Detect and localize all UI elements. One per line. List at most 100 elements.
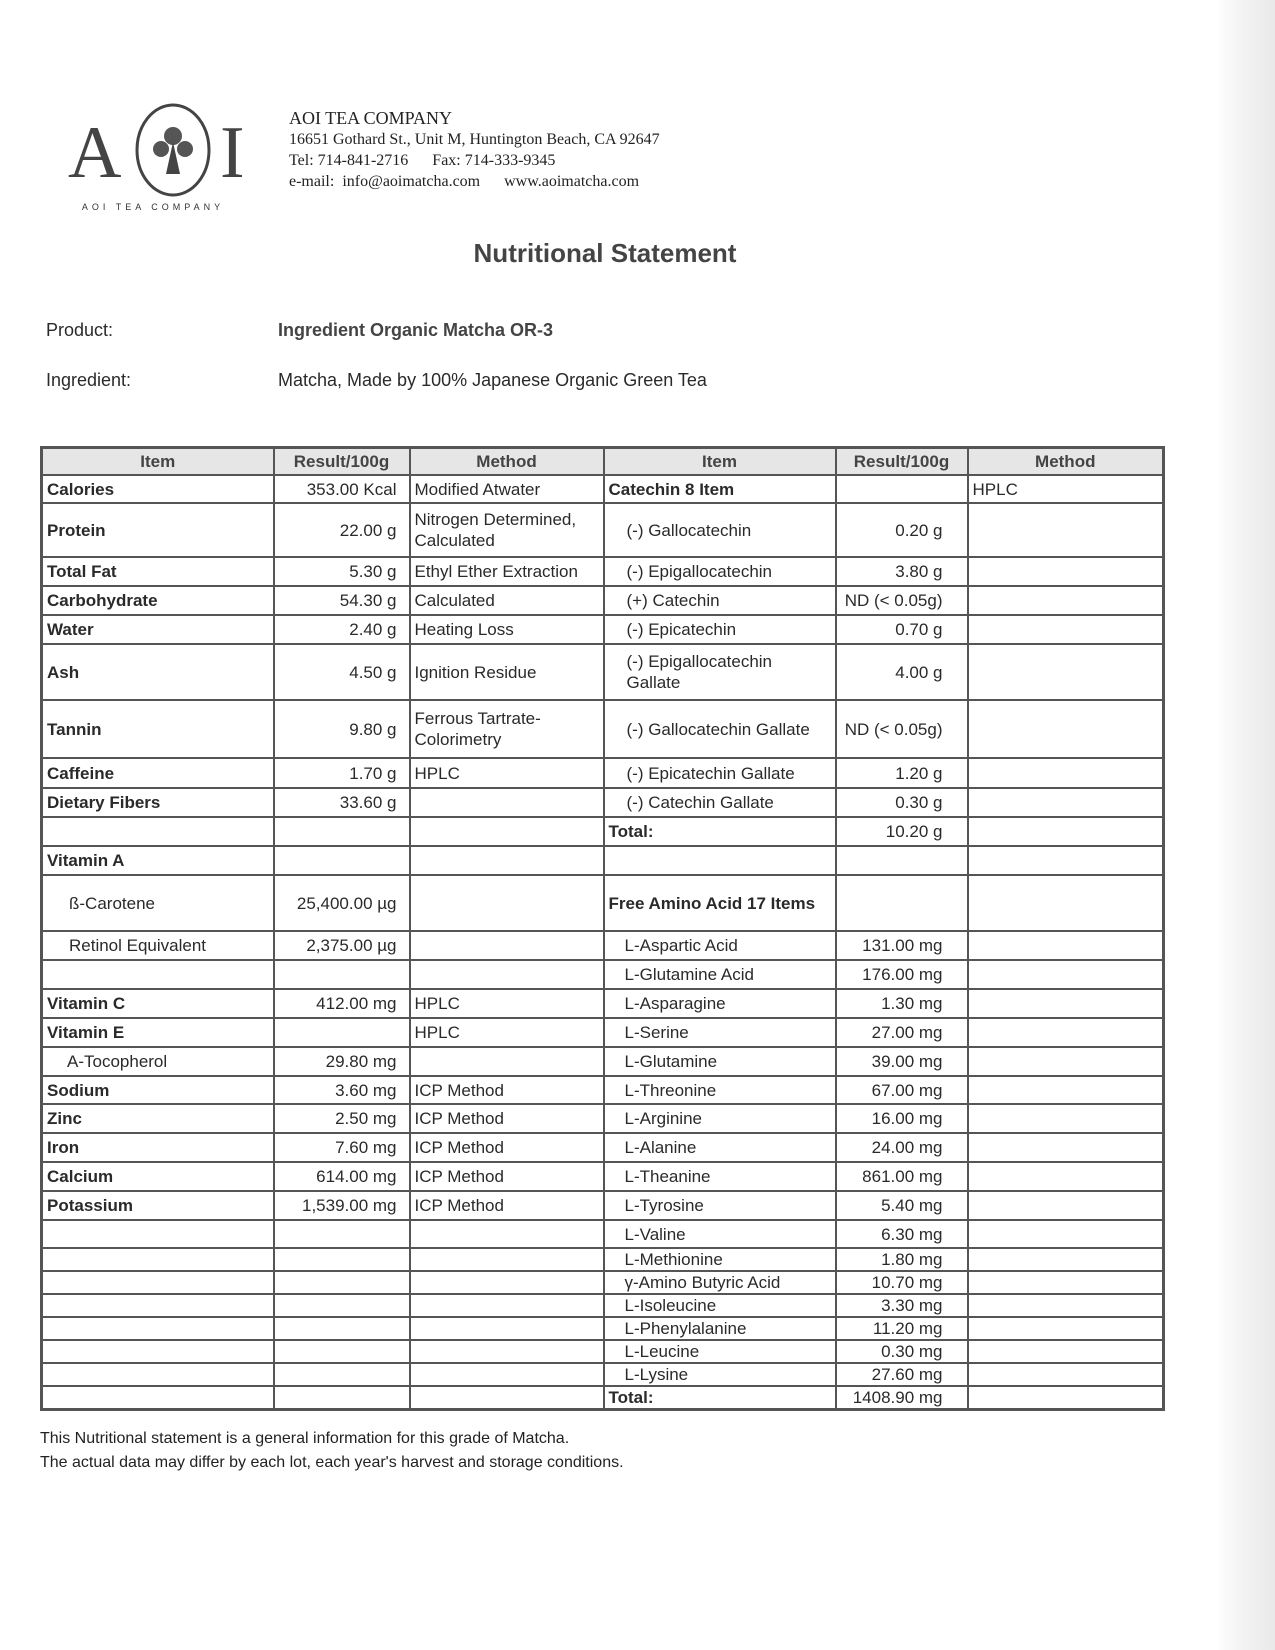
cell-result-left: 33.60 g	[272, 787, 411, 818]
cell-method-left: Heating Loss	[408, 614, 605, 645]
cell-result-right: 0.30 g	[834, 787, 969, 818]
cell-result-left: 9.80 g	[272, 699, 411, 759]
cell-result-left: 22.00 g	[272, 502, 411, 558]
cell-method-left	[408, 1339, 605, 1364]
cell-result-left	[272, 1316, 411, 1341]
cell-method-left	[408, 930, 605, 961]
cell-method-right	[966, 1075, 1165, 1105]
cell-method-left	[408, 1270, 605, 1295]
cell-result-left	[272, 1270, 411, 1295]
cell-item-left: Tannin	[40, 699, 275, 759]
cell-result-right: 10.70 mg	[834, 1270, 969, 1295]
cell-item-right: L-Serine	[602, 1017, 837, 1048]
cell-item-right: L-Alanine	[602, 1132, 837, 1163]
cell-item-right: Total:	[602, 1385, 837, 1411]
cell-item-left	[40, 1362, 275, 1387]
cell-method-left: Modified Atwater	[408, 474, 605, 504]
cell-item-left: Vitamin A	[40, 845, 275, 876]
cell-item-left: Carbohydrate	[40, 585, 275, 616]
cell-item-right: Total:	[602, 816, 837, 847]
cell-result-right: 0.20 g	[834, 502, 969, 558]
logo-letter-i: I	[220, 112, 245, 194]
table-row: Carbohydrate 54.30 g Calculated (+) Catechi…	[40, 585, 1165, 616]
company-info: AOI TEA COMPANY 16651 Gothard St., Unit …	[289, 108, 660, 192]
cell-method-right	[966, 1103, 1165, 1134]
cell-method-left: HPLC	[408, 1017, 605, 1048]
company-email-web: e-mail: info@aoimatcha.com www.aoimatcha…	[289, 173, 640, 190]
table-row: Potassium 1,539.00 mg ICP Method L-Tyrosine…	[40, 1190, 1165, 1221]
cell-item-right: L-Theanine	[602, 1161, 837, 1192]
cell-method-left	[408, 1385, 605, 1411]
cell-result-right: ND (< 0.05g)	[834, 585, 969, 616]
table-row: Iron 7.60 mg ICP Method L-Alanine 24.00 mg	[40, 1132, 1165, 1163]
cell-method-left	[408, 1219, 605, 1249]
cell-result-right: 0.70 g	[834, 614, 969, 645]
cell-method-left	[408, 1362, 605, 1387]
cell-item-left	[40, 1247, 275, 1272]
cell-result-right: 1408.90 mg	[834, 1385, 969, 1411]
cell-item-right: L-Leucine	[602, 1339, 837, 1364]
table-row: Calcium 614.00 mg ICP Method L-Theanine 861.…	[40, 1161, 1165, 1192]
cell-result-left: 4.50 g	[272, 643, 411, 701]
header-method-right: Method	[966, 446, 1165, 476]
cell-result-left: 1,539.00 mg	[272, 1190, 411, 1221]
cell-method-right	[966, 1046, 1165, 1077]
cell-method-right	[966, 1247, 1165, 1272]
cell-result-left	[272, 1362, 411, 1387]
cell-result-left	[272, 845, 411, 876]
cell-method-left: Ferrous Tartrate-Colorimetry	[408, 699, 605, 759]
cell-method-left: ICP Method	[408, 1161, 605, 1192]
cell-result-left: 54.30 g	[272, 585, 411, 616]
ingredient-label: Ingredient:	[46, 370, 132, 390]
cell-result-right: 39.00 mg	[834, 1046, 969, 1077]
cell-method-left: Calculated	[408, 585, 605, 616]
cell-method-left	[408, 845, 605, 876]
table-row: Vitamin C 412.00 mg HPLC L-Asparagine 1.30 m…	[40, 988, 1165, 1019]
cell-method-right	[966, 1190, 1165, 1221]
cell-item-left: Calcium	[40, 1161, 275, 1192]
cell-result-right	[834, 845, 969, 876]
cell-method-left	[408, 816, 605, 847]
cell-item-left	[40, 1270, 275, 1295]
cell-result-right: 861.00 mg	[834, 1161, 969, 1192]
cell-method-right	[966, 1017, 1165, 1048]
cell-item-right: L-Aspartic Acid	[602, 930, 837, 961]
cell-method-left: HPLC	[408, 757, 605, 789]
cell-method-right	[966, 643, 1165, 701]
cell-item-left: Total Fat	[40, 556, 275, 587]
cell-item-right: L-Tyrosine	[602, 1190, 837, 1221]
cell-result-right	[834, 874, 969, 932]
table-row: Calories 353.00 Kcal Modified Atwater Catec…	[40, 474, 1165, 504]
cell-result-right: 4.00 g	[834, 643, 969, 701]
cell-result-right: 27.60 mg	[834, 1362, 969, 1387]
cell-result-right: 24.00 mg	[834, 1132, 969, 1163]
table-row: Total: 10.20 g	[40, 816, 1165, 847]
cell-result-left: 412.00 mg	[272, 988, 411, 1019]
cell-item-right: L-Valine	[602, 1219, 837, 1249]
cell-method-right	[966, 1132, 1165, 1163]
footer-line: The actual data may differ by each lot, …	[40, 1454, 624, 1471]
table-row: Ash 4.50 g Ignition Residue (-) Epigallocat…	[40, 643, 1165, 701]
cell-item-left: Iron	[40, 1132, 275, 1163]
cell-item-left	[40, 1219, 275, 1249]
cell-result-right: 5.40 mg	[834, 1190, 969, 1221]
cell-method-right	[966, 816, 1165, 847]
header-item-left: Item	[40, 446, 275, 476]
cell-item-left	[40, 816, 275, 847]
table-row: Water 2.40 g Heating Loss (-) Epicatechin 0.…	[40, 614, 1165, 645]
cell-item-left: Zinc	[40, 1103, 275, 1134]
cell-method-right	[966, 988, 1165, 1019]
cell-item-left: Protein	[40, 502, 275, 558]
company-name: AOI TEA COMPANY	[289, 108, 453, 128]
cell-result-left: 2.50 mg	[272, 1103, 411, 1134]
cell-method-right	[966, 1316, 1165, 1341]
cell-method-right	[966, 502, 1165, 558]
cell-method-right	[966, 699, 1165, 759]
cell-result-left	[272, 816, 411, 847]
table-row: γ-Amino Butyric Acid 10.70 mg	[40, 1270, 1165, 1295]
cell-result-left: 3.60 mg	[272, 1075, 411, 1105]
product-value: Ingredient Organic Matcha OR-3	[278, 320, 554, 340]
cell-method-right	[966, 1293, 1165, 1318]
cell-result-right: 3.80 g	[834, 556, 969, 587]
logo-letter-a: A	[68, 112, 122, 194]
